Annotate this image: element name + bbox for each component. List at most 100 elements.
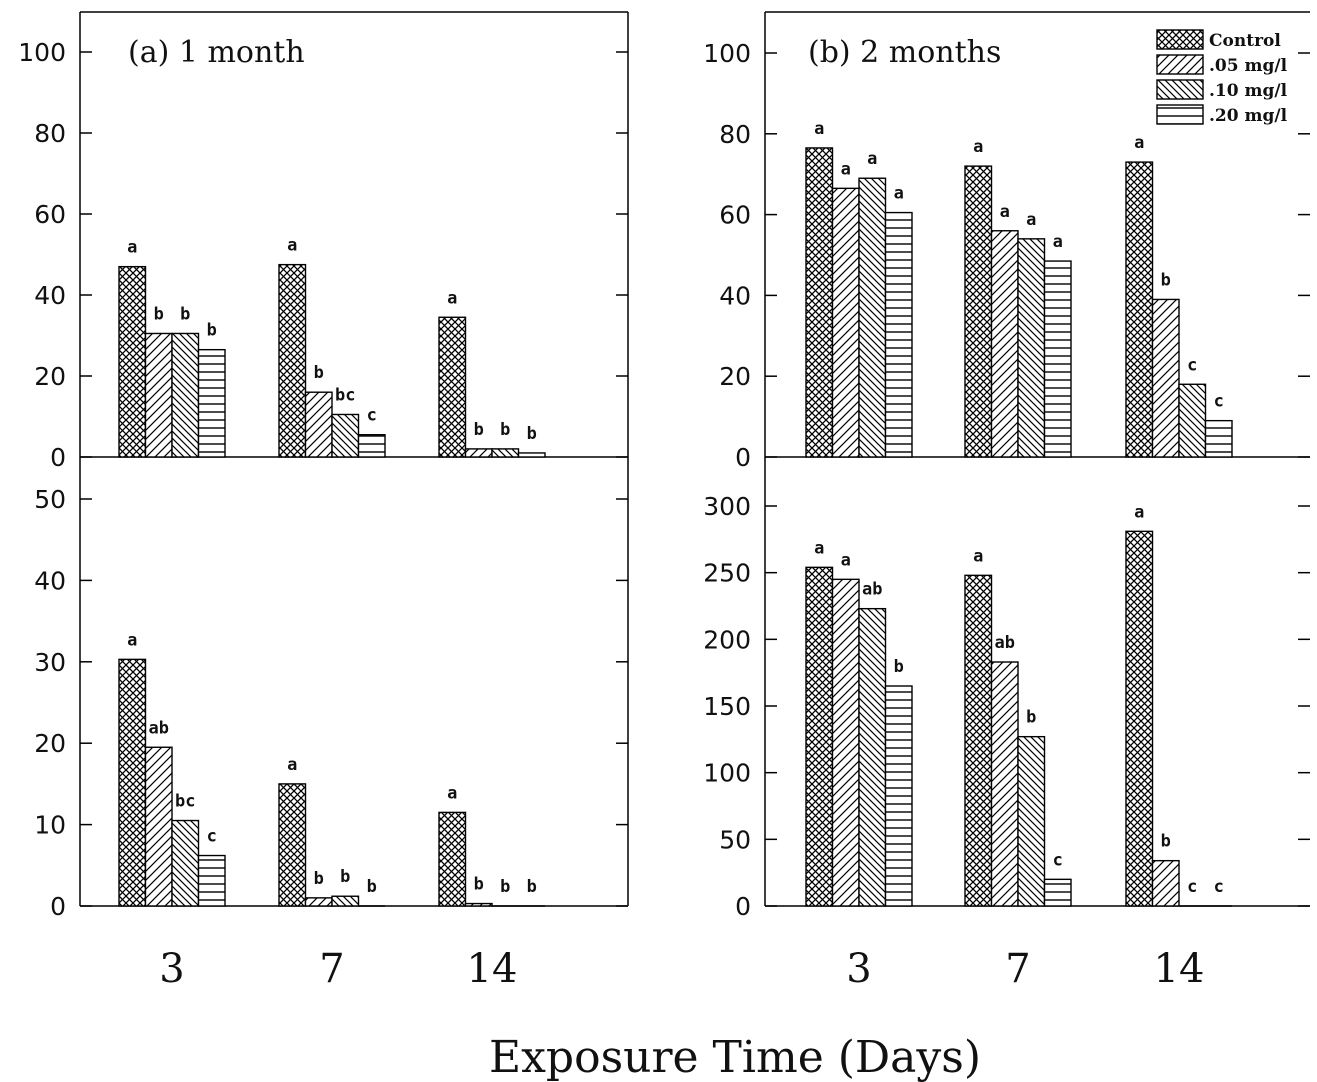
significance-label: b (527, 424, 537, 444)
y-tick-label: 20 (34, 362, 66, 391)
legend: Control .05 mg/l .10 mg/l .20 mg/l (1156, 29, 1288, 126)
significance-label: a (287, 236, 297, 256)
y-tick-label: 40 (719, 281, 751, 310)
significance-label: b (894, 657, 904, 677)
bar (464, 448, 493, 458)
significance-label: a (867, 149, 877, 169)
significance-label: a (447, 783, 457, 803)
y-tick-label: 300 (703, 492, 751, 521)
legend-swatch (1156, 54, 1204, 75)
x-tick-label: 7 (1005, 946, 1030, 992)
significance-label: c (1214, 877, 1224, 897)
significance-label: b (474, 420, 484, 440)
significance-label: b (340, 867, 350, 887)
bar (858, 177, 887, 458)
bar (438, 811, 467, 907)
legend-swatch (1156, 29, 1204, 50)
panel-title: (a) 1 month (128, 35, 305, 70)
y-tick-label: 50 (719, 825, 751, 854)
significance-label: ab (862, 580, 882, 600)
bar (171, 819, 200, 907)
y-tick-label: 10 (34, 811, 66, 840)
significance-label: a (841, 550, 851, 570)
bar (278, 783, 307, 907)
significance-label: a (973, 546, 983, 566)
y-tick-label: 40 (34, 281, 66, 310)
bar (831, 187, 860, 458)
significance-label: b (367, 877, 377, 897)
bar (990, 661, 1019, 907)
significance-label: b (474, 875, 484, 895)
bar (517, 452, 546, 458)
y-tick-label: 100 (703, 759, 751, 788)
bar (1151, 859, 1180, 907)
y-tick-label: 100 (703, 39, 751, 68)
x-tick-label: 3 (846, 946, 871, 992)
significance-label: c (1053, 850, 1063, 870)
significance-label: c (1214, 392, 1224, 412)
bar (1151, 298, 1180, 458)
legend-swatch (1156, 104, 1204, 125)
y-tick-label: 0 (50, 443, 66, 472)
legend-label: .20 mg/l (1209, 106, 1288, 126)
significance-label: b (1161, 270, 1171, 290)
panel-title: (b) 2 months (808, 35, 1001, 70)
significance-label: a (287, 755, 297, 775)
significance-label: a (841, 159, 851, 179)
bar (118, 265, 147, 458)
bar (144, 332, 173, 458)
y-tick-label: 0 (735, 443, 751, 472)
y-tick-label: 20 (719, 362, 751, 391)
y-tick-label: 60 (34, 200, 66, 229)
bar (805, 566, 834, 907)
bar (1125, 161, 1154, 458)
significance-label: a (127, 238, 137, 258)
legend-swatch (1156, 79, 1204, 100)
significance-label: b (314, 869, 324, 889)
significance-label: a (1026, 210, 1036, 230)
legend-label: Control (1209, 31, 1281, 51)
bar (144, 746, 173, 907)
bar (331, 895, 360, 907)
y-tick-label: 200 (703, 625, 751, 654)
y-tick-label: 0 (735, 892, 751, 921)
bar (884, 211, 913, 458)
significance-label: ab (995, 633, 1015, 653)
x-axis-label: Exposure Time (Days) (489, 1032, 981, 1082)
bar (1125, 530, 1154, 907)
bar (1043, 260, 1072, 458)
bar (357, 434, 386, 458)
significance-label: bc (175, 792, 195, 812)
x-tick-label: 7 (319, 946, 344, 992)
bar (884, 685, 913, 907)
bar (858, 607, 887, 907)
bar (964, 574, 993, 907)
significance-label: b (1026, 708, 1036, 728)
significance-label: a (814, 538, 824, 558)
bar (1204, 419, 1233, 458)
legend-label: .10 mg/l (1209, 81, 1288, 101)
bar (118, 658, 147, 907)
bar (331, 413, 360, 458)
significance-label: b (154, 304, 164, 324)
significance-label: bc (335, 385, 355, 405)
significance-label: a (447, 288, 457, 308)
significance-label: b (314, 363, 324, 383)
significance-label: a (1134, 133, 1144, 153)
y-tick-label: 40 (34, 566, 66, 595)
bar (1178, 383, 1207, 458)
significance-label: a (894, 184, 904, 204)
bar (964, 165, 993, 458)
x-tick-label: 14 (1154, 946, 1205, 992)
bar (805, 147, 834, 458)
y-tick-label: 0 (50, 892, 66, 921)
significance-label: b (180, 304, 190, 324)
significance-label: c (207, 827, 217, 847)
legend-label: .05 mg/l (1209, 56, 1288, 76)
significance-label: a (1053, 232, 1063, 252)
